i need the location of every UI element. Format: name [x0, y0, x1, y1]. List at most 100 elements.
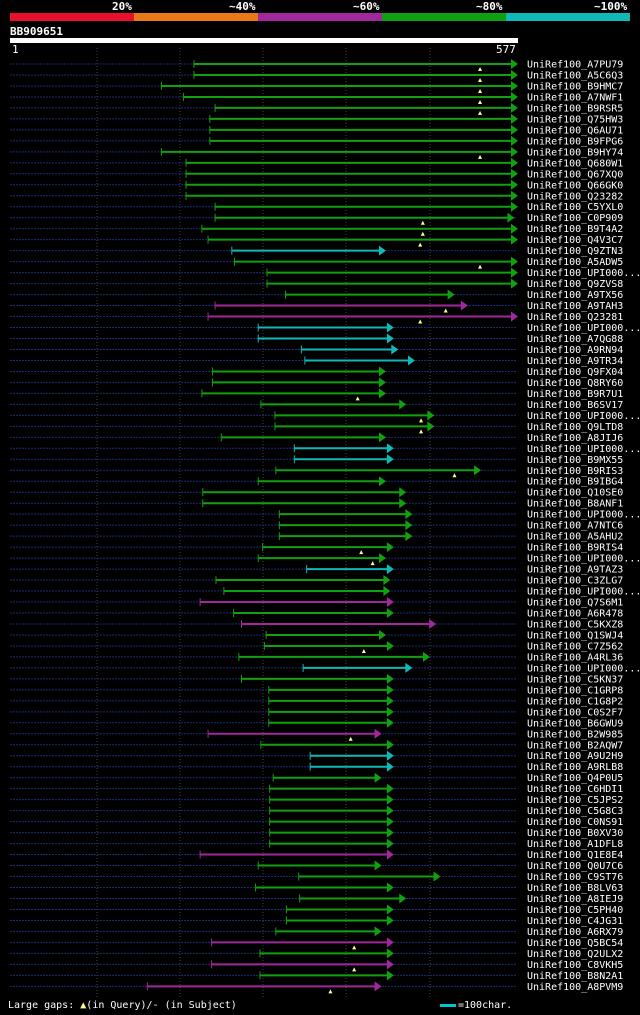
scale-swatch	[440, 1003, 456, 1007]
query-gap-marker	[420, 231, 425, 236]
hit-label: UniRef100_B8LV63	[527, 883, 623, 894]
hit-label: UniRef100_Q75HW3	[527, 114, 623, 125]
hit-arrow	[374, 926, 382, 937]
hit-arrow	[383, 586, 391, 597]
legend-label-100: ~100%	[594, 0, 628, 13]
legend-segment-60	[258, 13, 382, 21]
hit-label: UniRef100_B8N2A1	[527, 971, 623, 982]
hit-label: UniRef100_C5G8C3	[527, 806, 623, 817]
hit-label: UniRef100_UPI000...	[527, 663, 640, 674]
hit-arrow	[427, 421, 435, 432]
hit-label: UniRef100_Q23282	[527, 191, 623, 202]
hit-label: UniRef100_B2AQW7	[527, 740, 623, 751]
query-gap-marker	[419, 418, 424, 423]
hit-arrow	[511, 80, 518, 91]
hit-label: UniRef100_A4RL36	[527, 652, 623, 663]
hit-arrow	[429, 618, 437, 629]
hit-arrow	[386, 915, 394, 926]
hit-label: UniRef100_A8PVM9	[527, 982, 623, 993]
query-gap-marker	[359, 550, 364, 555]
hit-label: UniRef100_Q9FX04	[527, 367, 623, 378]
hit-arrow	[386, 816, 394, 827]
hit-label: UniRef100_A6R478	[527, 609, 623, 620]
hit-label: UniRef100_C6HDI1	[527, 784, 623, 795]
hit-arrow	[511, 201, 518, 212]
hit-label: UniRef100_C0S2F7	[527, 707, 623, 718]
query-gap-marker	[478, 99, 483, 104]
hit-arrow	[433, 871, 441, 882]
hit-arrow	[511, 102, 518, 113]
hit-label: UniRef100_B9T4A2	[527, 224, 623, 235]
query-gap-marker	[355, 396, 360, 401]
hit-label: UniRef100_A9TR34	[527, 356, 623, 367]
hit-arrow	[386, 948, 394, 959]
hit-label: UniRef100_B6GWU9	[527, 718, 623, 729]
query-gap-marker	[478, 110, 483, 115]
legend-label-20: 20%	[112, 0, 132, 13]
hit-label: UniRef100_C5PH40	[527, 905, 623, 916]
query-gap-marker	[443, 308, 448, 313]
hit-label: UniRef100_Q9LTD8	[527, 422, 623, 433]
hit-arrow	[378, 432, 386, 443]
hit-label: UniRef100_B6SV17	[527, 400, 623, 411]
query-id: BB909651	[10, 25, 63, 38]
hit-label: UniRef100_C3ZLG7	[527, 576, 623, 587]
hit-label: UniRef100_C5KN37	[527, 674, 623, 685]
hit-arrow	[511, 69, 518, 80]
query-bar	[10, 38, 518, 43]
hit-arrow	[511, 135, 518, 146]
hit-arrow	[511, 146, 518, 157]
hit-arrow	[378, 629, 386, 640]
hit-label: UniRef100_UPI000...	[527, 510, 640, 521]
hit-arrow	[386, 443, 394, 454]
hit-label: UniRef100_B0XV30	[527, 828, 623, 839]
hit-label: UniRef100_Q680W1	[527, 158, 623, 169]
legend-segment-40	[134, 13, 258, 21]
hit-arrow	[511, 234, 518, 245]
hit-label: UniRef100_A9TX56	[527, 290, 623, 301]
hit-arrow	[374, 728, 382, 739]
gap-in-query-text: (in Query)	[86, 1000, 147, 1011]
hit-arrow	[386, 959, 394, 970]
hit-label: UniRef100_A6RX79	[527, 927, 623, 938]
hit-arrow	[386, 838, 394, 849]
query-gap-marker	[361, 648, 366, 653]
hit-label: UniRef100_Q6AU71	[527, 125, 623, 136]
hit-label: UniRef100_C1GRP8	[527, 685, 623, 696]
hit-label: UniRef100_Q67XQ0	[527, 169, 623, 180]
hit-arrow	[511, 311, 518, 322]
hit-arrow	[386, 739, 394, 750]
hit-label: UniRef100_UPI000...	[527, 323, 640, 334]
query-gap-marker	[352, 967, 357, 972]
hit-arrow	[386, 608, 394, 618]
hit-label: UniRef100_C5YXL0	[527, 202, 623, 213]
hit-arrow	[386, 695, 394, 706]
hit-arrow	[386, 794, 394, 805]
hit-label: UniRef100_Q4P0U5	[527, 773, 623, 784]
hit-arrow	[511, 91, 518, 102]
hit-arrow	[511, 179, 518, 190]
hit-label: UniRef100_Q9ZVS8	[527, 279, 623, 290]
hit-arrow	[399, 498, 407, 509]
hit-label: UniRef100_Q1E8E4	[527, 850, 623, 861]
hit-arrow	[378, 388, 386, 399]
query-gap-marker	[328, 989, 333, 994]
hit-arrow	[386, 322, 394, 333]
hit-label: UniRef100_A9RLB8	[527, 762, 623, 773]
hit-label: UniRef100_Q10SE0	[527, 488, 623, 499]
hit-arrow	[399, 893, 407, 904]
hit-arrow	[386, 827, 394, 838]
query-gap-marker	[418, 319, 423, 324]
legend-label-80: ~80%	[476, 0, 503, 13]
query-gap-marker	[478, 67, 483, 71]
query-gap-marker	[478, 77, 483, 82]
hit-arrow	[427, 410, 435, 421]
hit-arrow	[386, 673, 394, 684]
hit-arrow	[511, 223, 518, 234]
hit-label: UniRef100_B9R7U1	[527, 389, 623, 400]
ruler-end-label: 577	[496, 43, 516, 56]
hit-label: UniRef100_C0P909	[527, 213, 623, 224]
hit-arrow	[422, 651, 430, 662]
hit-label: UniRef100_A8JIJ6	[527, 433, 623, 444]
hit-arrow	[511, 113, 518, 124]
